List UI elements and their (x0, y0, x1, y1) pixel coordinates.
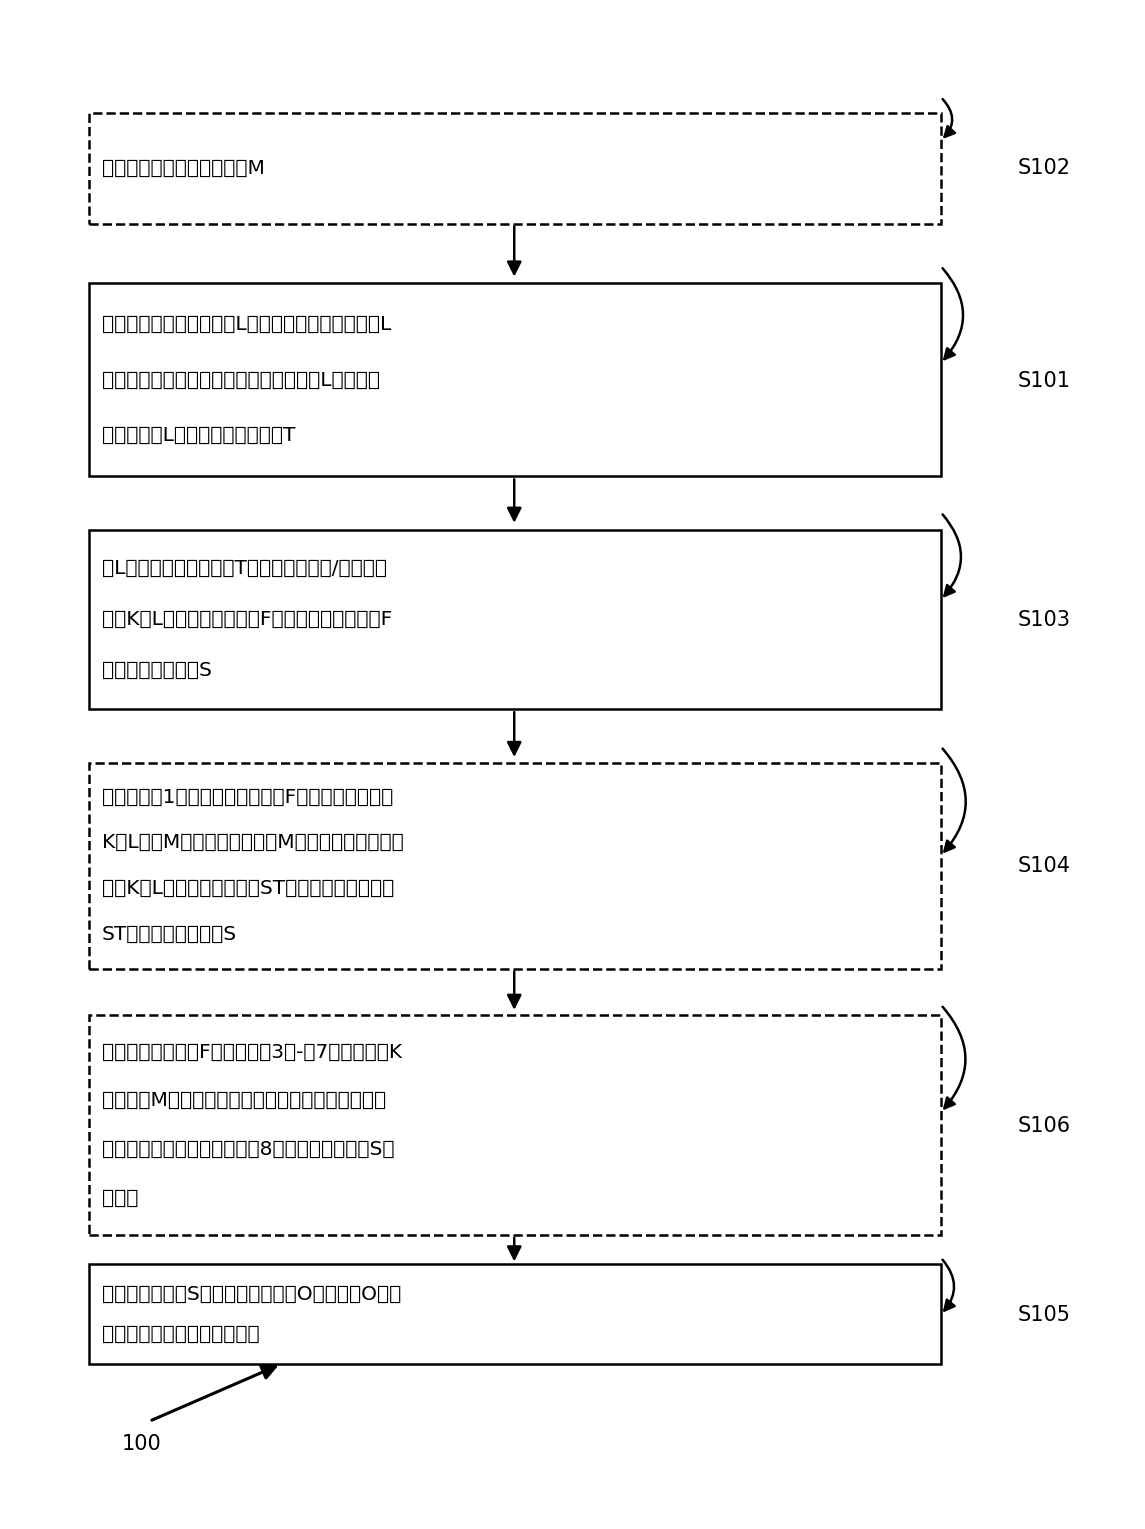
FancyArrowPatch shape (942, 749, 965, 852)
FancyArrowPatch shape (942, 99, 955, 138)
Text: S102: S102 (1018, 157, 1071, 177)
FancyArrowPatch shape (942, 514, 961, 596)
Text: 装位置上的L组时域仿真环境数据T: 装位置上的L组时域仿真环境数据T (102, 425, 295, 445)
Text: 作为位置选择矩阵S: 作为位置选择矩阵S (102, 661, 212, 680)
Text: S103: S103 (1018, 610, 1071, 630)
Text: S101: S101 (1018, 370, 1071, 390)
Text: S104: S104 (1018, 856, 1071, 876)
Text: ST作为位置选择矩阵S: ST作为位置选择矩阵S (102, 925, 237, 943)
Text: 选安装位置选为选定安装位置: 选安装位置选为选定安装位置 (102, 1324, 260, 1344)
Bar (89, 283, 941, 477)
Text: K乘L维的M个方差矩阵并对这M个方差矩阵求平均，: K乘L维的M个方差矩阵并对这M个方差矩阵求平均， (102, 833, 404, 852)
Text: S105: S105 (1018, 1304, 1071, 1324)
Text: 个特征在M种工况下的工况内距离、工况间距离和距: 个特征在M种工况下的工况内距离、工况间距离和距 (102, 1092, 386, 1110)
Text: 根据特征数据矩阵F按照公式（3）-（7）分别计算K: 根据特征数据矩阵F按照公式（3）-（7）分别计算K (102, 1043, 402, 1061)
Text: 确定活动装置上用于安装L组流体环境信息传感器的L: 确定活动装置上用于安装L组流体环境信息传感器的L (102, 315, 392, 335)
Bar (89, 113, 941, 223)
Bar (89, 763, 941, 969)
Text: 按照公式（1）计算特征数据矩阵F中的每种工况下的: 按照公式（1）计算特征数据矩阵F中的每种工况下的 (102, 787, 393, 806)
Text: 行更新: 行更新 (102, 1190, 139, 1208)
Text: 将位置选择矩阵S中的列范数最大的O列对应的O组备: 将位置选择矩阵S中的列范数最大的O列对应的O组备 (102, 1284, 401, 1304)
Text: 组备选安装位置，并且进行仿真，以获取L组备选安: 组备选安装位置，并且进行仿真，以获取L组备选安 (102, 370, 380, 390)
Text: 构造K乘L维的特征数据矩阵F，并将特征数据矩阵F: 构造K乘L维的特征数据矩阵F，并将特征数据矩阵F (102, 610, 393, 628)
FancyArrowPatch shape (942, 1006, 965, 1109)
Text: S106: S106 (1018, 1116, 1071, 1136)
Text: 对L组时域仿真环境数据T进行时域统计和/或变换，: 对L组时域仿真环境数据T进行时域统计和/或变换， (102, 558, 387, 578)
Text: 得到K乘L维的方差均值矩阵ST，并将方差均值矩阵: 得到K乘L维的方差均值矩阵ST，并将方差均值矩阵 (102, 879, 394, 898)
Text: 离评估因子，并且按照公式（8）对位置选择矩阵S进: 离评估因子，并且按照公式（8）对位置选择矩阵S进 (102, 1141, 395, 1159)
Text: 100: 100 (121, 1434, 161, 1454)
Bar (89, 1264, 941, 1364)
FancyArrowPatch shape (942, 268, 963, 359)
Text: 确定活动装置的工况的数目M: 确定活动装置的工况的数目M (102, 159, 264, 177)
FancyArrowPatch shape (942, 1260, 955, 1310)
Bar (89, 529, 941, 709)
Bar (89, 1015, 941, 1235)
